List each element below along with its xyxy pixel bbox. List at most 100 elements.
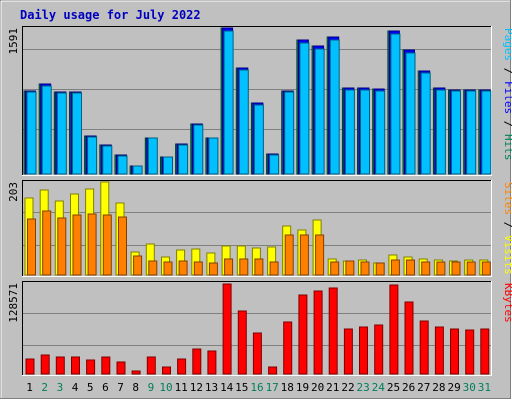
legend-item-kbytes: KBytes xyxy=(502,283,512,323)
bar-sites-day-7 xyxy=(118,216,127,276)
bar-pages-day-21 xyxy=(329,39,340,175)
x-axis: 1 2 3 4 5 6 7 8 9 10 11 12 13 14 15 16 17 18 19 20 21 22 23 24 2… xyxy=(26,381,491,394)
bar-pages-day-26 xyxy=(405,52,416,175)
bar-pages-day-22 xyxy=(344,89,355,175)
bar-pages-day-24 xyxy=(375,90,386,175)
bar-kbytes-day-5 xyxy=(86,359,96,375)
bar-pages-day-5 xyxy=(87,136,98,175)
x-tick-label-day-16: 16 xyxy=(250,381,263,394)
bar-kbytes-day-4 xyxy=(71,356,80,375)
bar-sites-day-12 xyxy=(193,261,203,276)
bar-sites-day-28 xyxy=(436,261,446,276)
panel-top-legend: Pages / Files / Hits xyxy=(502,28,512,161)
bar-kbytes-day-24 xyxy=(374,324,384,375)
bar-sites-day-15 xyxy=(239,258,249,276)
bar-pages-day-1 xyxy=(26,91,37,175)
bar-sites-day-27 xyxy=(421,261,431,276)
x-tick-label-day-12: 12 xyxy=(190,381,203,394)
x-tick-label-day-24: 24 xyxy=(372,381,386,394)
bar-pages-day-6 xyxy=(102,145,113,175)
bar-sites-day-20 xyxy=(315,234,325,276)
bar-kbytes-day-12 xyxy=(192,348,202,375)
chart-title: Daily usage for July 2022 xyxy=(20,8,201,22)
x-tick-label-day-29: 29 xyxy=(447,381,460,394)
bar-kbytes-day-3 xyxy=(55,356,65,375)
bar-pages-day-11 xyxy=(178,144,189,175)
x-tick-label-day-13: 13 xyxy=(205,381,218,394)
legend-item-hits: Hits xyxy=(502,134,512,161)
x-tick-label-day-26: 26 xyxy=(402,381,415,394)
bar-kbytes-day-10 xyxy=(162,366,171,375)
x-tick-label-day-2: 2 xyxy=(41,381,48,394)
bar-pages-day-9 xyxy=(147,137,158,175)
bar-pages-day-14 xyxy=(223,30,234,175)
legend-separator: / xyxy=(502,114,512,134)
bar-sites-day-10 xyxy=(163,261,173,276)
bar-sites-day-23 xyxy=(360,261,370,276)
bar-sites-day-11 xyxy=(178,260,188,276)
bar-sites-day-29 xyxy=(451,261,461,276)
panel-top-ymax-label: 1591 xyxy=(7,28,20,55)
x-tick-label-day-15: 15 xyxy=(235,381,248,394)
x-tick-label-day-17: 17 xyxy=(266,381,279,394)
bar-kbytes-day-29 xyxy=(450,328,459,375)
panel-bottom-ymax-label: 128571 xyxy=(7,283,20,323)
bar-kbytes-day-13 xyxy=(207,350,217,375)
bar-pages-day-28 xyxy=(435,89,446,175)
bar-pages-day-8 xyxy=(132,165,143,175)
legend-item-files: Files xyxy=(502,81,512,114)
bar-sites-day-17 xyxy=(269,261,279,276)
bar-sites-day-25 xyxy=(390,259,400,276)
bar-kbytes-day-2 xyxy=(40,354,50,375)
bar-sites-day-24 xyxy=(375,262,385,276)
x-tick-label-day-25: 25 xyxy=(387,381,400,394)
panel-top: 1591 Pages / Files / Hits xyxy=(7,26,512,176)
bar-pages-day-10 xyxy=(163,156,173,175)
bar-sites-day-22 xyxy=(345,260,355,276)
panel-middle: 203 Sites / Visits xyxy=(7,180,512,277)
bar-pages-day-29 xyxy=(451,90,461,175)
bar-kbytes-day-6 xyxy=(101,356,111,375)
bar-sites-day-13 xyxy=(208,262,218,276)
bar-kbytes-day-15 xyxy=(237,310,247,375)
legend-item-visits: Visits xyxy=(502,235,512,275)
bar-kbytes-day-31 xyxy=(480,328,490,375)
panel-bottom-legend: KBytes xyxy=(502,283,512,323)
bar-pages-day-23 xyxy=(360,89,370,175)
x-tick-label-day-20: 20 xyxy=(311,381,324,394)
bar-pages-day-16 xyxy=(253,104,264,175)
bar-sites-day-1 xyxy=(27,218,36,276)
chart-panels: 1591 Pages / Files / Hits 203 Sites / Visit… xyxy=(7,26,512,376)
legend-item-pages: Pages xyxy=(502,28,512,61)
bar-sites-day-26 xyxy=(406,259,415,276)
bar-sites-day-4 xyxy=(72,214,82,276)
bar-kbytes-day-18 xyxy=(283,321,293,375)
bar-sites-day-18 xyxy=(284,234,294,276)
bar-kbytes-day-25 xyxy=(389,284,399,375)
bar-sites-day-21 xyxy=(330,261,340,276)
bar-kbytes-day-8 xyxy=(131,370,141,375)
bar-pages-day-20 xyxy=(314,48,325,175)
bar-pages-day-7 xyxy=(117,155,128,175)
bar-kbytes-day-1 xyxy=(25,358,35,375)
x-tick-label-day-14: 14 xyxy=(220,381,234,394)
legend-item-sites: Sites xyxy=(502,182,512,215)
bar-sites-day-9 xyxy=(148,260,158,276)
bar-kbytes-day-11 xyxy=(177,358,187,375)
bar-pages-day-13 xyxy=(208,137,219,175)
x-tick-label-day-21: 21 xyxy=(326,381,339,394)
x-tick-label-day-23: 23 xyxy=(356,381,369,394)
bar-kbytes-day-28 xyxy=(434,326,444,375)
x-tick-label-day-8: 8 xyxy=(132,381,139,394)
x-tick-label-day-7: 7 xyxy=(117,381,124,394)
x-tick-label-day-9: 9 xyxy=(148,381,155,394)
x-tick-label-day-22: 22 xyxy=(341,381,354,394)
bar-sites-day-30 xyxy=(466,261,476,276)
bar-pages-day-4 xyxy=(72,92,82,175)
x-tick-label-day-6: 6 xyxy=(102,381,109,394)
bar-kbytes-day-16 xyxy=(252,332,262,375)
bar-sites-day-3 xyxy=(57,217,67,276)
x-tick-label-day-18: 18 xyxy=(281,381,294,394)
panel-middle-ymax-label: 203 xyxy=(7,182,20,202)
